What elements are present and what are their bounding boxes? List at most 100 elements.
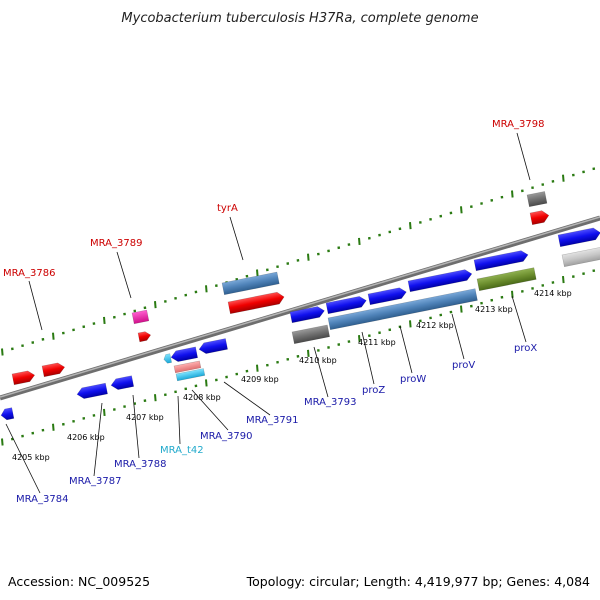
scale-tick-label: 4211 kbp [358, 338, 396, 347]
leader-line [399, 325, 413, 374]
gene-label: proV [452, 360, 475, 371]
gene-label: proX [514, 343, 537, 354]
backbone-line [0, 215, 600, 401]
major-tick [460, 305, 463, 313]
gene-tyra [227, 291, 285, 315]
gene-labels: MRA_3786MRA_3789tyrAMRA_3798MRA_3784MRA_… [3, 119, 544, 505]
gene-mra-3798-shape [529, 210, 550, 226]
gene-label: tyrA [217, 203, 238, 214]
gene-label: proZ [362, 385, 385, 396]
gene-up-blue-5 [473, 250, 529, 272]
gene-mra-3787-shape [76, 382, 108, 399]
major-tick [103, 316, 106, 324]
gene-label: MRA_3790 [200, 431, 252, 442]
gene-mra-3791 [198, 338, 228, 354]
gene-mra-3790 [170, 346, 198, 362]
gene-right-lgrey [561, 246, 600, 268]
gene-label: MRA_3784 [16, 494, 68, 505]
gene-up-blue-2-shape [325, 296, 367, 315]
gene-prox-shape [476, 267, 537, 292]
gene-mra-3798 [529, 210, 550, 226]
major-tick [358, 335, 361, 343]
gene-prozwv [327, 288, 478, 331]
gene-mra-3798-grey-shape [526, 191, 548, 208]
leader-line [5, 423, 41, 494]
gene-right-lgrey-shape [561, 246, 600, 268]
gene-tyra-steel-shape [221, 271, 280, 296]
gene-tyra-shape [227, 291, 285, 315]
scale-tick-label: 4209 kbp [241, 375, 279, 384]
gene-mra-3786-b-shape [41, 362, 66, 378]
major-tick [562, 275, 565, 284]
gene-mra-3789b [137, 331, 152, 343]
backbone [0, 215, 600, 401]
inner-tick-row [1, 269, 596, 446]
major-tick [103, 408, 106, 417]
gene-mra-t42-pink [173, 360, 202, 374]
gene-mra-3793 [291, 324, 330, 345]
major-tick [562, 174, 565, 182]
major-tick [1, 438, 4, 446]
gene-mra-3793-shape [291, 324, 330, 345]
gene-mra-3789 [131, 309, 150, 325]
gene-up-blue-4-shape [407, 269, 473, 293]
leader-line [93, 402, 103, 477]
gene-mra-3791-shape [198, 338, 228, 354]
gene-mra-3786-b [41, 362, 66, 378]
leader-line [191, 389, 229, 431]
backbone-highlight [0, 216, 600, 398]
gene-label: MRA_3786 [3, 268, 55, 279]
gene-label: MRA_3788 [114, 459, 166, 470]
scale-tick-label: 4208 kbp [183, 393, 221, 402]
major-tick [409, 222, 412, 230]
accession-text: Accession: NC_009525 [8, 574, 150, 589]
leader-lines [5, 132, 531, 494]
gene-up-blue-5-shape [473, 250, 529, 272]
leader-line [28, 280, 43, 331]
gene-up-blue-1 [289, 306, 325, 324]
gene-label: MRA_3789 [90, 238, 142, 249]
leader-line [511, 295, 527, 343]
gene-right-blue [557, 227, 600, 248]
gene-mra-3788-shape [110, 375, 135, 390]
gene-mra-3789-shape [131, 309, 150, 325]
leader-line [229, 216, 244, 261]
major-tick [409, 320, 412, 328]
gene-label: MRA_3791 [246, 415, 298, 426]
gene-mra-3787 [76, 382, 108, 399]
major-tick [511, 190, 514, 198]
leader-line [451, 313, 465, 360]
genome-summary-text: Topology: circular; Length: 4,419,977 bp… [246, 574, 590, 589]
gene-mra-3784-shape [0, 407, 15, 421]
major-tick [1, 348, 4, 356]
major-tick [154, 301, 157, 309]
gene-mra-t42-arrow [163, 353, 172, 364]
gene-mra-3786-a [11, 370, 36, 386]
major-tick [52, 332, 55, 340]
scale-tick-label: 4206 kbp [67, 433, 105, 442]
gene-up-blue-2 [325, 296, 367, 315]
leader-line [116, 251, 132, 299]
gene-mra-t42-pink-shape [173, 360, 202, 374]
gene-up-blue-3 [367, 287, 407, 306]
gene-label: MRA_3798 [492, 119, 544, 130]
gene-label: MRA_3787 [69, 476, 121, 487]
major-tick [256, 364, 259, 372]
gene-features [0, 191, 600, 421]
gene-mra-3789b-shape [137, 331, 152, 343]
leader-line [132, 394, 140, 459]
major-tick [154, 394, 157, 402]
scale-tick-label: 4212 kbp [416, 321, 454, 330]
major-tick [52, 423, 55, 431]
gene-label: MRA_t42 [160, 445, 204, 456]
scale-tick-label: 4213 kbp [475, 305, 513, 314]
map-title: Mycobacterium tuberculosis H37Ra, comple… [121, 11, 478, 26]
major-tick [256, 269, 259, 277]
scale-tick-label: 4207 kbp [126, 413, 164, 422]
gene-up-blue-1-shape [289, 306, 325, 324]
major-tick [460, 206, 463, 214]
gene-mra-t42-arrow-shape [163, 353, 172, 364]
gene-prox [476, 267, 537, 292]
leader-line [361, 331, 375, 385]
